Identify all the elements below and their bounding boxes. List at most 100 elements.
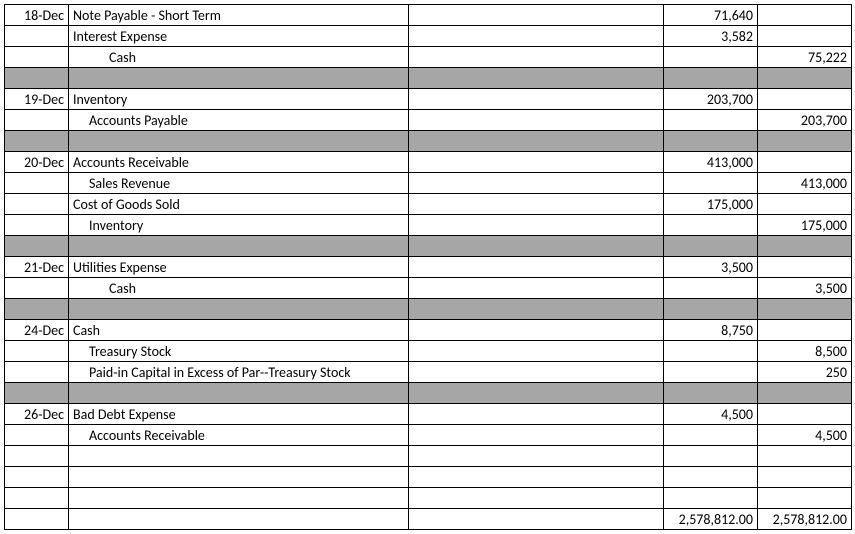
debit-cell (664, 341, 758, 362)
debit-cell (664, 467, 758, 488)
account-cell (69, 446, 409, 467)
debit-total: 2,578,812.00 (664, 509, 758, 530)
blank-cell (409, 47, 664, 68)
journal-row: Cash 75,222 (5, 47, 852, 68)
blank-cell (409, 278, 664, 299)
blank-cell (409, 509, 664, 530)
account-cell: Treasury Stock (69, 341, 409, 362)
credit-cell (758, 257, 852, 278)
spacer-row (5, 236, 852, 257)
date-cell: 19-Dec (5, 89, 69, 110)
date-cell (5, 341, 69, 362)
journal-row: Sales Revenue 413,000 (5, 173, 852, 194)
credit-cell: 203,700 (758, 110, 852, 131)
account-cell: Inventory (69, 215, 409, 236)
journal-row: Accounts Receivable 4,500 (5, 425, 852, 446)
spacer-cell (5, 236, 69, 257)
blank-cell (409, 488, 664, 509)
date-cell: 18-Dec (5, 5, 69, 26)
debit-cell (664, 425, 758, 446)
account-cell: Sales Revenue (69, 173, 409, 194)
date-cell (5, 194, 69, 215)
spacer-cell (5, 68, 69, 89)
date-cell: 21-Dec (5, 257, 69, 278)
blank-cell (409, 26, 664, 47)
account-cell (69, 509, 409, 530)
account-cell: Cash (69, 47, 409, 68)
spacer-cell (69, 68, 409, 89)
blank-row (5, 488, 852, 509)
date-cell (5, 488, 69, 509)
debit-cell: 4,500 (664, 404, 758, 425)
journal-row: Treasury Stock 8,500 (5, 341, 852, 362)
debit-cell (664, 278, 758, 299)
credit-cell (758, 404, 852, 425)
journal-row: 21-DecUtilities Expense 3,500 (5, 257, 852, 278)
blank-cell (409, 404, 664, 425)
account-cell: Cash (69, 320, 409, 341)
credit-cell (758, 5, 852, 26)
spacer-cell (5, 131, 69, 152)
spacer-cell (758, 236, 852, 257)
spacer-cell (664, 131, 758, 152)
debit-cell (664, 47, 758, 68)
credit-cell (758, 152, 852, 173)
blank-cell (409, 362, 664, 383)
account-cell (69, 467, 409, 488)
blank-cell (409, 425, 664, 446)
date-cell (5, 467, 69, 488)
spacer-cell (758, 299, 852, 320)
credit-cell (758, 194, 852, 215)
blank-cell (409, 257, 664, 278)
debit-cell (664, 110, 758, 131)
blank-cell (409, 194, 664, 215)
blank-cell (409, 5, 664, 26)
debit-cell: 175,000 (664, 194, 758, 215)
spacer-row (5, 68, 852, 89)
debit-cell: 3,500 (664, 257, 758, 278)
journal-row: Paid-in Capital in Excess of Par--Treasu… (5, 362, 852, 383)
credit-cell (758, 320, 852, 341)
spacer-cell (69, 383, 409, 404)
spacer-cell (69, 131, 409, 152)
debit-cell (664, 173, 758, 194)
credit-cell: 175,000 (758, 215, 852, 236)
account-cell: Utilities Expense (69, 257, 409, 278)
journal-row: Cost of Goods Sold175,000 (5, 194, 852, 215)
spacer-cell (409, 131, 664, 152)
spacer-row (5, 299, 852, 320)
debit-cell: 3,582 (664, 26, 758, 47)
debit-cell: 71,640 (664, 5, 758, 26)
spacer-cell (758, 68, 852, 89)
debit-cell (664, 488, 758, 509)
journal-row: Accounts Payable203,700 (5, 110, 852, 131)
journal-row: Interest Expense3,582 (5, 26, 852, 47)
date-cell (5, 425, 69, 446)
date-cell (5, 362, 69, 383)
credit-cell: 8,500 (758, 341, 852, 362)
journal-row: Inventory 175,000 (5, 215, 852, 236)
credit-cell: 4,500 (758, 425, 852, 446)
date-cell (5, 215, 69, 236)
account-cell: Accounts Receivable (69, 425, 409, 446)
account-cell (69, 488, 409, 509)
debit-cell (664, 215, 758, 236)
account-cell: Cash (69, 278, 409, 299)
blank-cell (409, 89, 664, 110)
account-cell: Bad Debt Expense (69, 404, 409, 425)
account-cell: Paid-in Capital in Excess of Par--Treasu… (69, 362, 409, 383)
spacer-cell (409, 236, 664, 257)
blank-cell (409, 110, 664, 131)
spacer-row (5, 131, 852, 152)
blank-cell (409, 446, 664, 467)
spacer-cell (409, 68, 664, 89)
credit-cell: 413,000 (758, 173, 852, 194)
date-cell (5, 278, 69, 299)
blank-cell (409, 173, 664, 194)
date-cell: 24-Dec (5, 320, 69, 341)
credit-total: 2,578,812.00 (758, 509, 852, 530)
spacer-cell (69, 299, 409, 320)
journal-row: Cash3,500 (5, 278, 852, 299)
spacer-cell (664, 299, 758, 320)
credit-cell: 75,222 (758, 47, 852, 68)
